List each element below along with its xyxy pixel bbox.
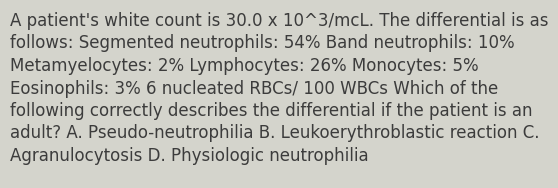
Text: Agranulocytosis D. Physiologic neutrophilia: Agranulocytosis D. Physiologic neutrophi… [10,147,369,165]
Text: A patient's white count is 30.0 x 10^3/mcL. The differential is as: A patient's white count is 30.0 x 10^3/m… [10,12,549,30]
Text: following correctly describes the differential if the patient is an: following correctly describes the differ… [10,102,532,120]
Text: Eosinophils: 3% 6 nucleated RBCs/ 100 WBCs Which of the: Eosinophils: 3% 6 nucleated RBCs/ 100 WB… [10,80,498,98]
Text: Metamyelocytes: 2% Lymphocytes: 26% Monocytes: 5%: Metamyelocytes: 2% Lymphocytes: 26% Mono… [10,57,479,75]
Text: follows: Segmented neutrophils: 54% Band neutrophils: 10%: follows: Segmented neutrophils: 54% Band… [10,35,514,52]
Text: adult? A. Pseudo-neutrophilia B. Leukoerythroblastic reaction C.: adult? A. Pseudo-neutrophilia B. Leukoer… [10,124,540,143]
